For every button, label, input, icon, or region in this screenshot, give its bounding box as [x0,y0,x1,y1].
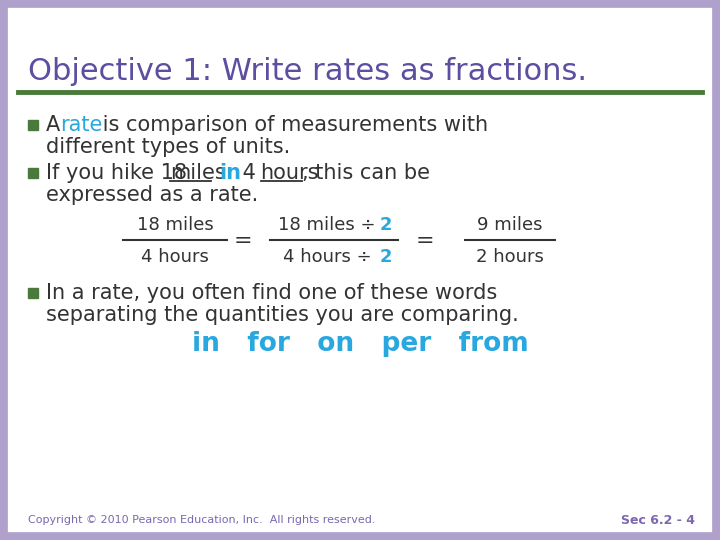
Text: 4 hours ÷: 4 hours ÷ [283,248,377,266]
Text: expressed as a rate.: expressed as a rate. [46,185,258,205]
Text: rate: rate [60,115,102,135]
Bar [28,120,38,130]
Bar [28,168,38,178]
Bar [28,288,38,298]
Text: 9 miles: 9 miles [477,216,543,234]
Text: in   for   on   per   from: in for on per from [192,331,528,357]
Text: separating the quantities you are comparing.: separating the quantities you are compar… [46,305,518,325]
Text: Copyright © 2010 Pearson Education, Inc.  All rights reserved.: Copyright © 2010 Pearson Education, Inc.… [28,515,376,525]
Text: 2 hours: 2 hours [476,248,544,266]
Text: =: = [415,231,434,251]
Text: 4 hours: 4 hours [141,248,209,266]
Text: in: in [220,163,241,183]
FancyBboxPatch shape [3,3,717,537]
Text: 2: 2 [379,216,392,234]
Text: If you hike 18: If you hike 18 [46,163,194,183]
Text: hours: hours [261,163,319,183]
Text: In a rate, you often find one of these words: In a rate, you often find one of these w… [46,283,498,303]
Text: 18 miles ÷: 18 miles ÷ [279,216,382,234]
Text: is comparison of measurements with: is comparison of measurements with [96,115,488,135]
Text: 2: 2 [379,248,392,266]
Text: different types of units.: different types of units. [46,137,290,157]
Text: miles: miles [170,163,225,183]
Text: =: = [234,231,252,251]
Text: Sec 6.2 - 4: Sec 6.2 - 4 [621,514,695,526]
Text: Objective 1: Write rates as fractions.: Objective 1: Write rates as fractions. [28,57,587,86]
Text: 18 miles: 18 miles [137,216,213,234]
Text: A: A [46,115,67,135]
Text: 4: 4 [235,163,262,183]
Text: , this can be: , this can be [302,163,430,183]
